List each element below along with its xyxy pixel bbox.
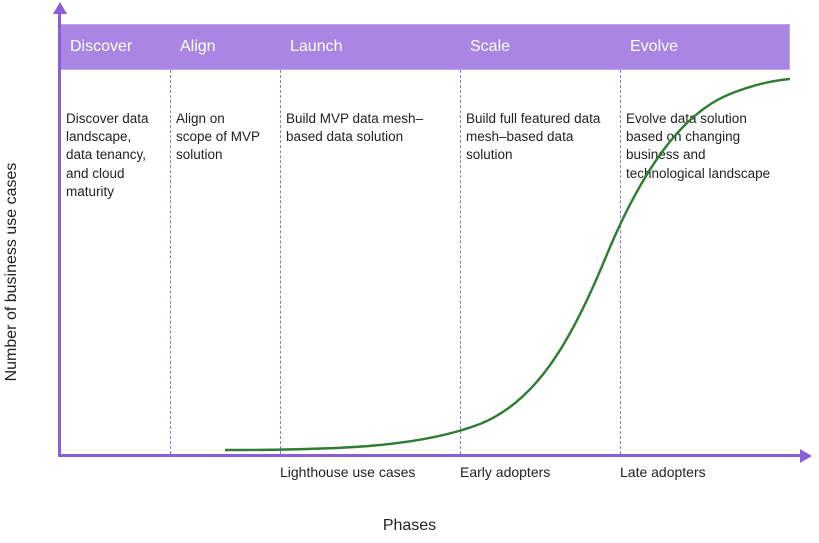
phase-desc-scale: Build full featured data mesh–based data… xyxy=(466,110,612,165)
phase-desc-align: Align on scope of MVP solution xyxy=(176,110,272,165)
phase-divider xyxy=(280,70,281,454)
phase-header-evolve: Evolve xyxy=(620,24,790,70)
phase-divider xyxy=(620,70,621,454)
phase-desc-discover: Discover data landscape, data tenancy, a… xyxy=(66,110,162,201)
phase-header-align: Align xyxy=(170,24,280,70)
chart-area: Discover Align Launch Scale Evolve Disco… xyxy=(60,24,790,454)
x-axis-label: Phases xyxy=(383,517,436,535)
x-tick-label: Lighthouse use cases xyxy=(280,464,415,480)
x-tick-label: Early adopters xyxy=(460,464,550,480)
phase-divider xyxy=(170,70,171,454)
x-axis-arrow-icon xyxy=(800,449,812,463)
x-tick-label: Late adopters xyxy=(620,464,706,480)
phase-header-launch: Launch xyxy=(280,24,460,70)
phase-desc-launch: Build MVP data mesh–based data solution xyxy=(286,110,452,146)
y-axis-line xyxy=(58,10,61,456)
phase-divider xyxy=(460,70,461,454)
y-axis-arrow-icon xyxy=(53,2,67,14)
y-axis-label: Number of business use cases xyxy=(3,162,21,381)
phase-desc-evolve: Evolve data solution based on changing b… xyxy=(626,110,782,183)
phase-header-scale: Scale xyxy=(460,24,620,70)
x-axis-line xyxy=(58,454,802,457)
phase-header-discover: Discover xyxy=(60,24,170,70)
